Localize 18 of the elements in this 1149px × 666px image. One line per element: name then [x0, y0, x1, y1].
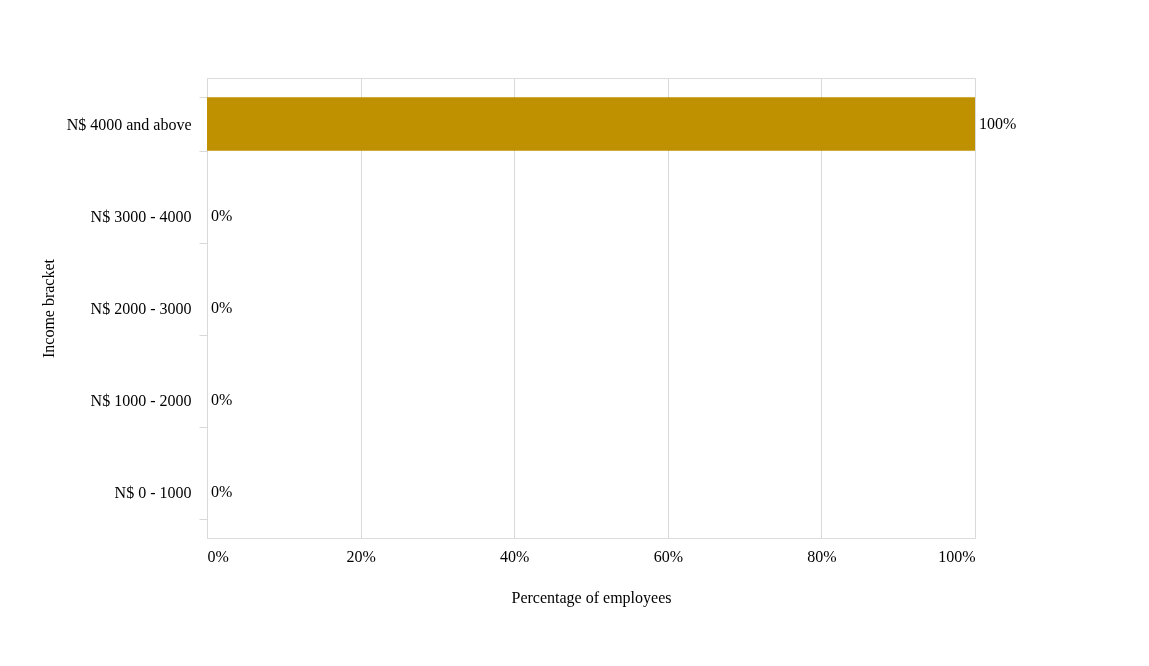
x-tick-label: 0%: [207, 547, 229, 565]
y-tick-label: N$ 2000 - 3000: [90, 299, 192, 317]
x-tick-label: 80%: [807, 547, 837, 565]
x-tick-label: 20%: [346, 547, 376, 565]
y-tick-label: N$ 0 - 1000: [114, 483, 192, 501]
x-tick-label: 60%: [653, 547, 683, 565]
x-tick-label: 100%: [938, 547, 976, 565]
x-axis-title: Percentage of employees: [511, 588, 672, 607]
data-label: 0%: [211, 391, 233, 408]
data-label: 100%: [979, 115, 1017, 132]
data-label: 0%: [211, 207, 233, 224]
y-tick-label: N$ 1000 - 2000: [90, 391, 192, 409]
y-tick-label: N$ 3000 - 4000: [90, 207, 192, 225]
data-label: 0%: [211, 299, 233, 316]
y-tick-label: N$ 4000 and above: [66, 115, 192, 133]
data-label: 0%: [211, 483, 233, 500]
y-axis-title: Income bracket: [39, 258, 57, 359]
x-tick-label: 40%: [500, 547, 530, 565]
